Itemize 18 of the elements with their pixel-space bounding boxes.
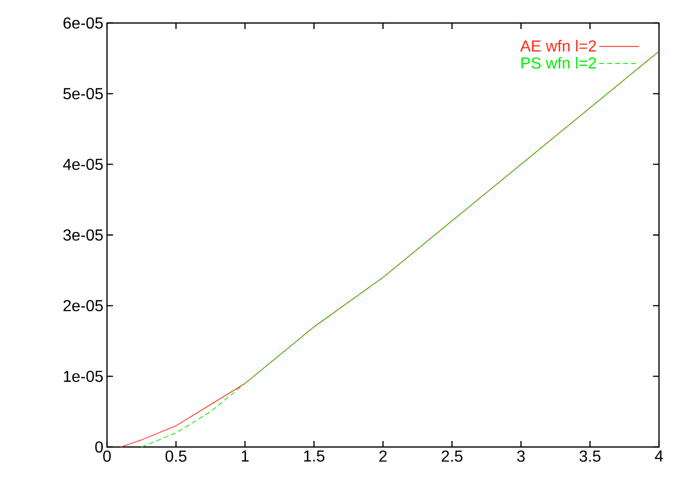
x-tick-label: 2.5 xyxy=(442,450,462,462)
x-tick-label: 4 xyxy=(654,450,663,462)
y-tick-label: 0 xyxy=(95,441,103,453)
y-tick-label: 5e-05 xyxy=(63,88,103,100)
y-tick-label: 3e-05 xyxy=(63,229,103,241)
x-tick-label: 1 xyxy=(242,450,249,462)
x-tick-label: 0.5 xyxy=(166,450,186,462)
legend-label: PS wfn l=2 xyxy=(521,56,596,69)
y-tick-label: 2e-05 xyxy=(64,300,103,312)
x-tick-label: 3 xyxy=(517,450,525,462)
y-tick-label: 1e-05 xyxy=(64,370,103,382)
x-tick-label: 2 xyxy=(379,450,387,462)
y-tick-label: 4e-05 xyxy=(63,158,103,170)
x-tick-label: 1.5 xyxy=(304,450,324,462)
legend-label: AE wfn l=2 xyxy=(520,40,596,52)
y-tick-label: 6e-05 xyxy=(64,17,103,29)
x-tick-label: 3.5 xyxy=(580,450,600,462)
x-tick-label: 0 xyxy=(103,450,111,462)
